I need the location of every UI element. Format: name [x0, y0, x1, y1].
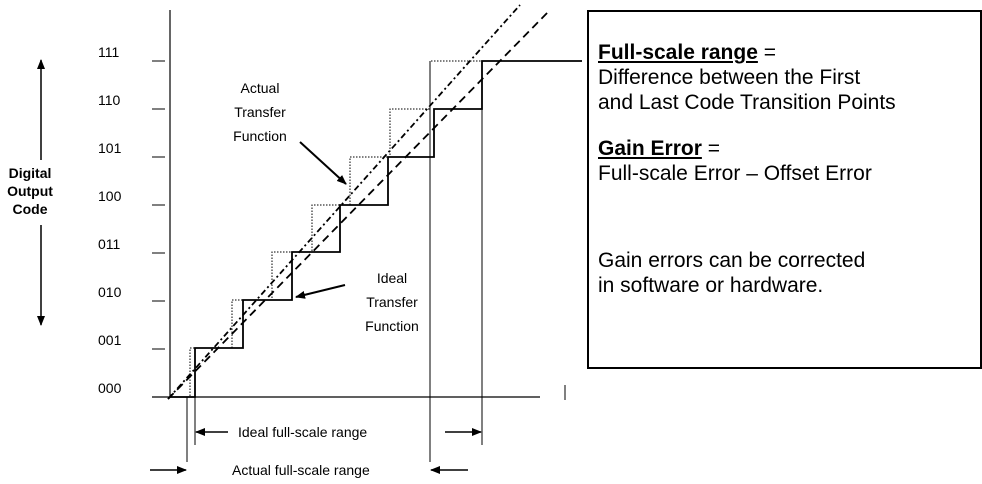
- code-label: 100: [98, 188, 122, 204]
- axis-label: Output: [7, 183, 53, 199]
- code-label: 111: [98, 44, 119, 60]
- range-lines: [186, 61, 483, 462]
- annotation-line: Transfer: [366, 294, 418, 310]
- annotation-line: Transfer: [234, 104, 286, 120]
- definition: Full-scale Error – Offset Error: [598, 162, 872, 185]
- definition: Difference between the First: [598, 66, 861, 89]
- annotation-line: Ideal: [377, 270, 407, 286]
- axis-label: Digital: [9, 165, 52, 181]
- definition: and Last Code Transition Points: [598, 91, 896, 114]
- axis-label: Code: [13, 201, 48, 217]
- info-box: Full-scale range = Difference between th…: [587, 10, 982, 369]
- annotation-line: Function: [233, 128, 287, 144]
- code-label: 101: [98, 140, 122, 156]
- code-label: 000: [98, 380, 122, 396]
- term: Gain Error: [598, 137, 702, 160]
- range-arrows: [150, 428, 482, 474]
- range-label: Ideal full-scale range: [238, 424, 367, 440]
- annotation-arrows: [295, 141, 347, 299]
- code-label: 001: [98, 332, 122, 348]
- equals: =: [757, 41, 776, 64]
- note: Gain errors can be corrected: [598, 249, 866, 272]
- annotation-line: Function: [365, 318, 419, 334]
- annotation-line: Actual: [241, 80, 280, 96]
- code-label: 110: [98, 92, 121, 108]
- term: Full-scale range: [598, 41, 758, 64]
- axes: [152, 10, 566, 400]
- range-label: Actual full-scale range: [232, 462, 370, 478]
- actual-staircase: [170, 60, 482, 398]
- code-label: 011: [98, 236, 121, 252]
- code-label: 010: [98, 284, 122, 300]
- equals: =: [701, 137, 720, 160]
- note: in software or hardware.: [598, 274, 824, 297]
- actual-line: [167, 4, 521, 400]
